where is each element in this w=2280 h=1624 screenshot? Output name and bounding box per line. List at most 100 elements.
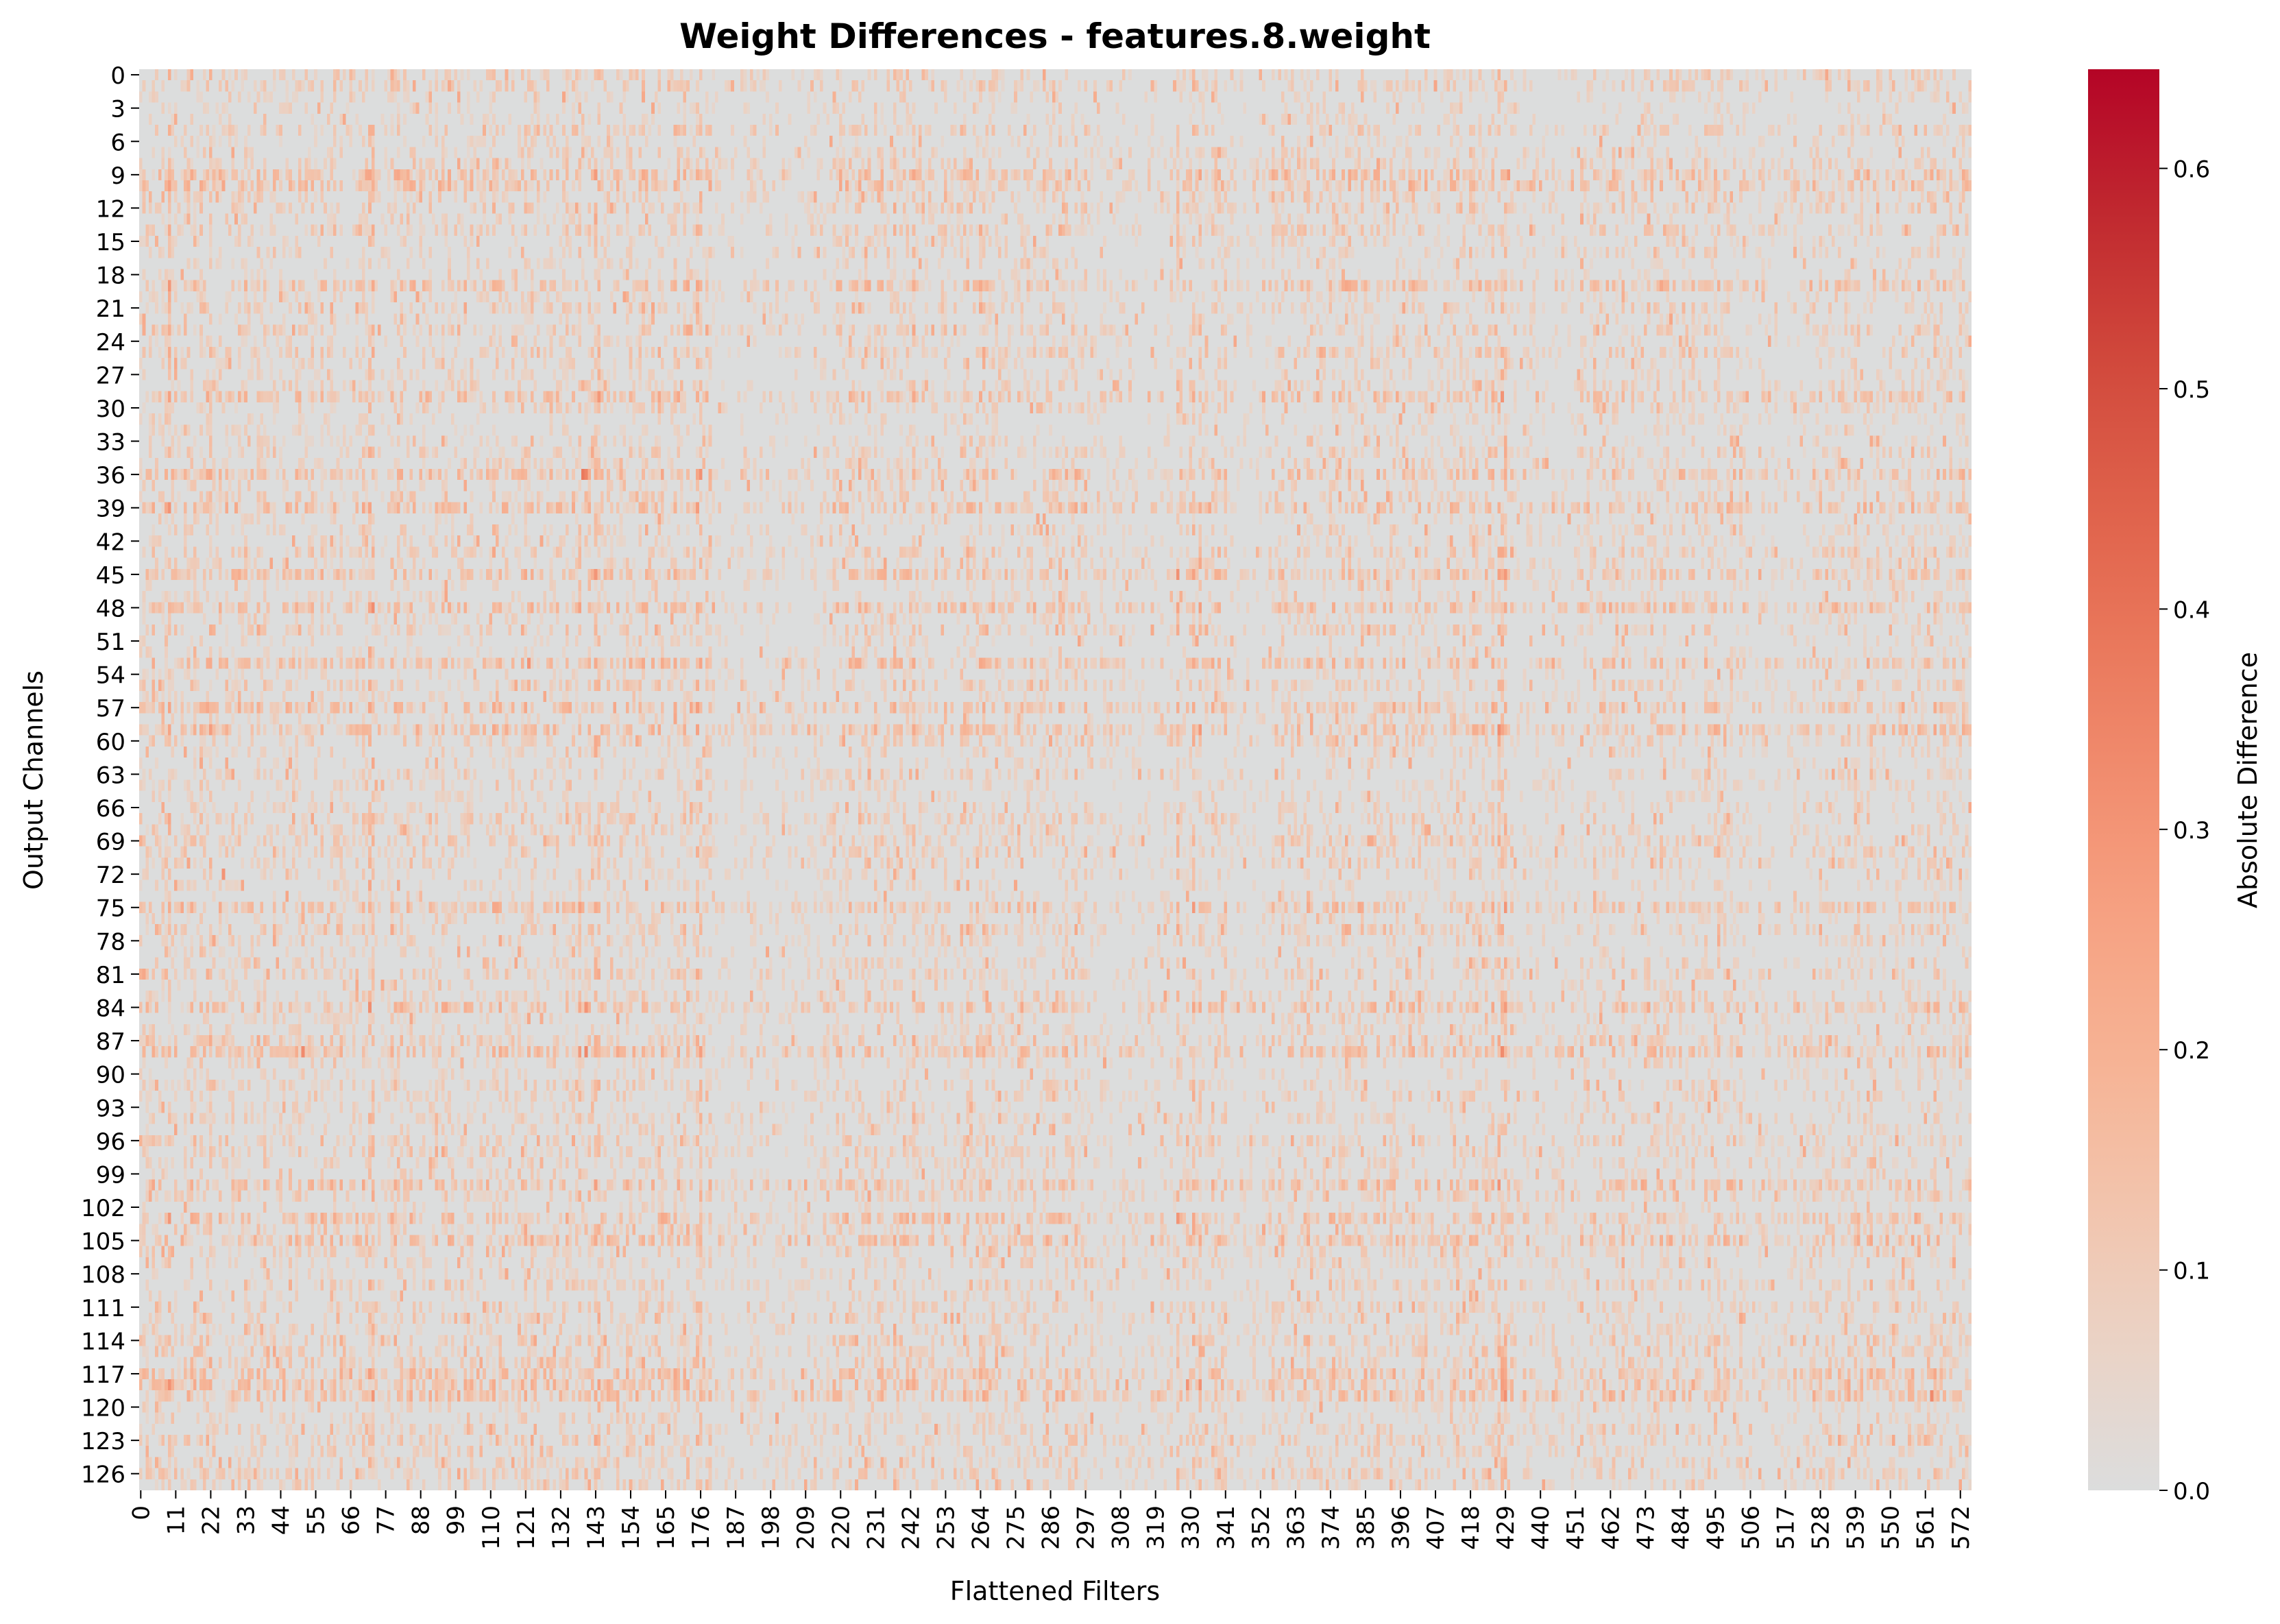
y-tick-label: 57 [96,695,125,723]
y-tick-label: 102 [81,1195,125,1222]
x-tick-label: 517 [1773,1505,1800,1550]
colorbar-tick-label: 0.6 [2173,156,2210,184]
x-tick-label: 407 [1422,1505,1450,1550]
y-tick-label: 66 [96,795,125,823]
x-tick-label: 231 [862,1505,890,1550]
x-tick-label: 165 [653,1505,680,1550]
y-tick-label: 3 [110,96,125,123]
y-tick-label: 69 [96,829,125,856]
y-tick-label: 33 [96,429,125,457]
x-tick-label: 209 [792,1505,820,1550]
y-tick-label: 63 [96,762,125,789]
x-tick-label: 363 [1283,1505,1310,1550]
x-tick-label: 539 [1843,1505,1870,1550]
x-tick-label: 44 [268,1505,295,1535]
y-tick-label: 0 [110,62,125,90]
x-tick-label: 143 [583,1505,610,1550]
y-tick-label: 54 [96,662,125,690]
x-tick-label: 176 [688,1505,715,1550]
x-tick-label: 66 [338,1505,365,1535]
y-tick-label: 39 [96,496,125,523]
x-tick-label: 440 [1527,1505,1555,1550]
x-tick-label: 385 [1353,1505,1380,1550]
y-tick-label: 45 [96,562,125,590]
y-tick-label: 42 [96,529,125,556]
x-tick-label: 121 [513,1505,540,1550]
colorbar-tick-label: 0.3 [2173,817,2210,845]
y-tick-label: 24 [96,329,125,356]
x-tick-label: 77 [373,1505,400,1535]
y-tick-label: 105 [81,1228,125,1256]
y-tick-label: 87 [96,1028,125,1056]
y-axis-ticks: 0369121518212427303336394245485154576063… [81,62,139,1489]
x-tick-label: 330 [1178,1505,1205,1550]
y-tick-label: 36 [96,462,125,489]
x-tick-label: 242 [897,1505,925,1550]
y-tick-label: 81 [96,962,125,989]
x-tick-label: 341 [1213,1505,1240,1550]
y-tick-label: 72 [96,862,125,889]
x-axis-label: Flattened Filters [950,1576,1160,1606]
y-tick-label: 30 [96,396,125,423]
y-tick-label: 15 [96,229,125,256]
x-tick-label: 253 [932,1505,960,1550]
x-tick-label: 473 [1632,1505,1660,1550]
y-tick-label: 48 [96,595,125,622]
y-tick-label: 114 [81,1328,125,1355]
x-axis-ticks: 0 11 22 33 44 55 66 77 88 99 110 121 132 143 154 165 176… [128,1490,1975,1550]
colorbar-tick-label: 0.0 [2173,1478,2210,1505]
x-tick-label: 462 [1597,1505,1625,1550]
colorbar-tick-label: 0.4 [2173,596,2210,624]
chart-title: Weight Differences - features.8.weight [679,16,1431,56]
y-tick-label: 12 [96,195,125,223]
y-tick-label: 60 [96,729,125,756]
y-tick-label: 120 [81,1395,125,1422]
x-tick-label: 572 [1948,1505,1975,1550]
x-tick-label: 319 [1143,1505,1170,1550]
x-tick-label: 99 [443,1505,470,1535]
x-tick-label: 132 [548,1505,575,1550]
y-tick-label: 21 [96,295,125,323]
x-tick-label: 33 [232,1505,260,1535]
x-tick-label: 220 [827,1505,855,1550]
y-tick-label: 6 [110,129,125,156]
x-tick-label: 198 [757,1505,785,1550]
x-tick-label: 396 [1387,1505,1415,1550]
y-tick-label: 117 [81,1361,125,1389]
y-tick-label: 78 [96,928,125,956]
y-tick-label: 96 [96,1128,125,1156]
y-tick-label: 126 [81,1462,125,1489]
y-axis-label: Output Channels [19,670,49,890]
y-tick-label: 75 [96,895,125,923]
x-tick-label: 451 [1562,1505,1590,1550]
y-tick-label: 99 [96,1161,125,1189]
x-tick-label: 418 [1457,1505,1485,1550]
y-tick-label: 108 [81,1261,125,1289]
x-tick-label: 154 [618,1505,645,1550]
heatmap-cells [139,69,1972,1490]
colorbar-ticks: 0.0 0.1 0.2 0.3 0.4 0.5 0.6 [2159,156,2210,1505]
x-tick-label: 506 [1737,1505,1764,1550]
y-tick-label: 123 [81,1428,125,1455]
x-tick-label: 495 [1702,1505,1730,1550]
x-tick-label: 286 [1038,1505,1065,1550]
x-tick-label: 55 [303,1505,330,1535]
y-tick-label: 111 [81,1295,125,1322]
colorbar-label: Absolute Difference [2233,652,2263,908]
x-tick-label: 88 [408,1505,435,1535]
x-tick-label: 308 [1108,1505,1135,1550]
y-tick-label: 51 [96,629,125,656]
plot-area [139,69,1972,1490]
x-tick-label: 352 [1248,1505,1275,1550]
y-tick-label: 93 [96,1095,125,1122]
y-tick-label: 9 [110,162,125,190]
colorbar [2088,69,2159,1490]
y-tick-label: 18 [96,263,125,290]
x-tick-label: 275 [1002,1505,1030,1550]
x-tick-label: 110 [478,1505,505,1550]
x-tick-label: 429 [1492,1505,1520,1550]
x-tick-label: 374 [1318,1505,1345,1550]
colorbar-tick-label: 0.5 [2173,376,2210,404]
x-tick-label: 484 [1667,1505,1695,1550]
y-tick-label: 27 [96,362,125,389]
